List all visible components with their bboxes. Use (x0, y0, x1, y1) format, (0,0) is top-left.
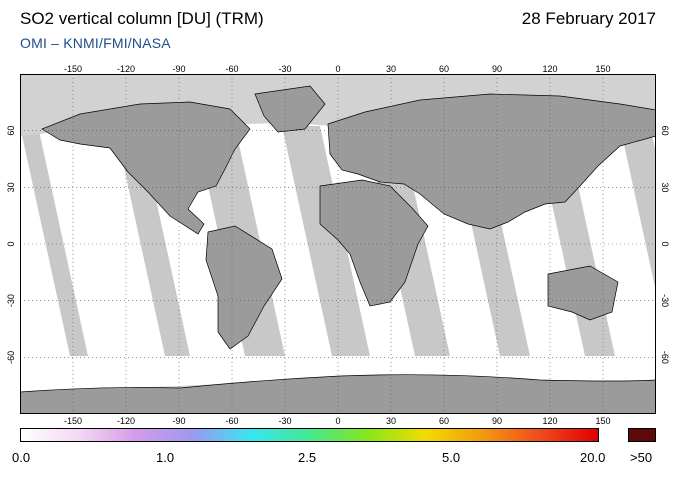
lon-tick-bottom: -60 (225, 416, 238, 426)
data-credit: OMI – KNMI/FMI/NASA (20, 35, 171, 51)
lat-tick-right: 0 (660, 241, 670, 246)
africa (319, 179, 429, 307)
lon-tick-bottom: 120 (542, 416, 557, 426)
lon-tick-top: -60 (225, 64, 238, 74)
europe-asia (327, 93, 656, 230)
lon-tick-bottom: -150 (64, 416, 82, 426)
lon-tick-bottom: 150 (595, 416, 610, 426)
australia (547, 265, 619, 321)
gap-swath (282, 126, 370, 356)
lon-tick-bottom: -30 (278, 416, 291, 426)
lat-tick-left: -60 (6, 351, 16, 364)
lon-tick-bottom: 0 (335, 416, 340, 426)
lon-tick-bottom: 60 (439, 416, 449, 426)
lon-tick-top: -90 (172, 64, 185, 74)
lat-tick-left: 60 (6, 126, 16, 136)
color-scale-bar (20, 428, 599, 442)
lon-tick-top: -150 (64, 64, 82, 74)
lon-tick-top: 150 (595, 64, 610, 74)
overflow-color-swatch (628, 428, 656, 442)
lon-tick-bottom: 30 (386, 416, 396, 426)
colorbar-label-5: 5.0 (442, 450, 461, 465)
colorbar-label-2-5: 2.5 (298, 450, 317, 465)
greenland (254, 85, 326, 133)
lon-tick-top: 120 (542, 64, 557, 74)
map-date: 28 February 2017 (521, 9, 656, 28)
tick-labels: -150 -150 -120 -120 -90 -90 -60 -60 -30 -30 0 0 30 30… (6, 64, 670, 426)
colorbar-label-20: 20.0 (580, 450, 606, 465)
gap-swath (115, 126, 190, 356)
lat-tick-right: 30 (660, 182, 670, 192)
south-america (205, 225, 283, 350)
lon-tick-top: 0 (335, 64, 340, 74)
lon-tick-bottom: -90 (172, 416, 185, 426)
lon-tick-top: 60 (439, 64, 449, 74)
graticule (20, 74, 656, 414)
gap-swath (620, 126, 656, 292)
lat-tick-right: -60 (660, 351, 670, 364)
map-frame (20, 74, 656, 414)
lat-tick-left: 30 (6, 182, 16, 192)
gap-swath (20, 126, 88, 356)
north-america (41, 101, 251, 235)
lat-tick-right: -30 (660, 294, 670, 307)
lat-tick-left: -30 (6, 294, 16, 307)
colorbar-label-min: 0.0 (12, 450, 31, 465)
lat-tick-left: 0 (6, 241, 16, 246)
lon-tick-top: -120 (117, 64, 135, 74)
lon-tick-top: -30 (278, 64, 291, 74)
lon-tick-bottom: 90 (492, 416, 502, 426)
lat-tick-right: 60 (660, 126, 670, 136)
lon-tick-bottom: -120 (117, 416, 135, 426)
so2-map: -150 -150 -120 -120 -90 -90 -60 -60 -30 -30 0 0 30 30… (6, 64, 670, 426)
map-title: SO2 vertical column [DU] (TRM) (20, 9, 264, 28)
lon-tick-top: 90 (492, 64, 502, 74)
colorbar-label-1: 1.0 (156, 450, 175, 465)
colorbar-label-overflow: >50 (630, 450, 653, 465)
lon-tick-top: 30 (386, 64, 396, 74)
